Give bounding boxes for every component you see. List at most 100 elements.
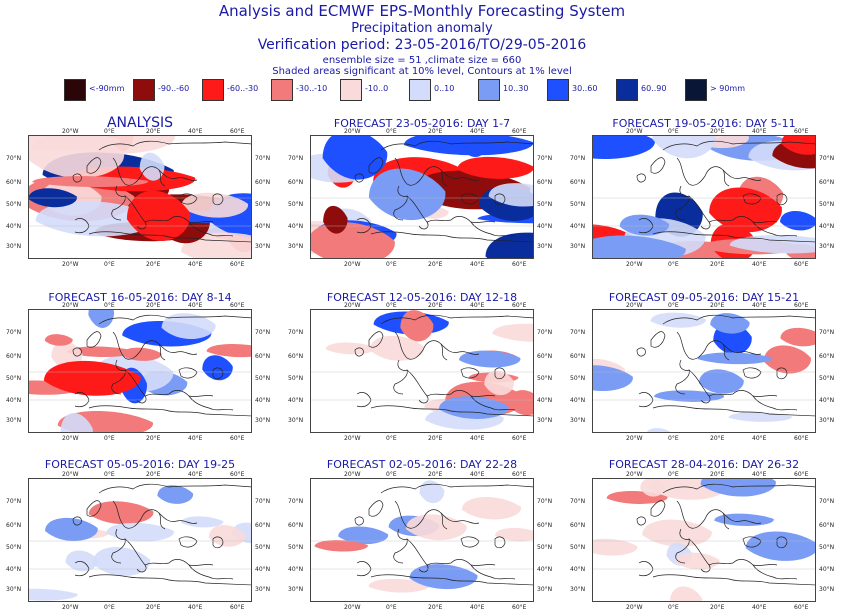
dry-anomaly-area [763, 345, 811, 374]
lon-tick-bottom: 60°E [794, 261, 809, 268]
lon-tick-top: 0°E [386, 302, 397, 309]
lon-tick-bottom: 40°E [752, 435, 767, 442]
coastline [212, 193, 224, 206]
wet-anomaly-area [459, 350, 521, 368]
lon-tick-top: 20°E [428, 471, 443, 478]
lat-tick-right: 50°N [537, 201, 553, 208]
lon-tick-top: 20°E [710, 128, 725, 135]
lat-tick-left: 70°N [288, 498, 304, 505]
wet-anomaly-area [60, 412, 93, 432]
lat-tick-right: 60°N [537, 522, 553, 529]
wet-anomaly-area [488, 183, 533, 207]
lat-tick-left: 30°N [288, 243, 304, 250]
lon-tick-bottom: 60°E [794, 604, 809, 611]
lon-tick-bottom: 0°E [668, 435, 679, 442]
lat-tick-left: 40°N [288, 566, 304, 573]
wet-anomaly-area [652, 136, 716, 159]
coastline [86, 500, 102, 517]
lat-tick-left: 50°N [570, 544, 586, 551]
coastline [662, 483, 815, 494]
lon-tick-bottom: 0°E [386, 261, 397, 268]
coastline [675, 528, 690, 564]
lat-tick-left: 40°N [6, 223, 22, 230]
coastline [188, 395, 234, 411]
coastline [380, 314, 533, 325]
coastline [212, 367, 224, 380]
lat-tick-right: 60°N [255, 522, 271, 529]
coastline [394, 331, 448, 361]
coastline [380, 140, 533, 151]
wet-anomaly-area [780, 211, 815, 231]
dry-anomaly-area [325, 342, 376, 355]
coastline [354, 173, 364, 183]
coastline [638, 392, 654, 408]
lon-tick-top: 60°E [794, 471, 809, 478]
dry-anomaly-area [461, 497, 522, 520]
lat-tick-right: 30°N [819, 243, 835, 250]
lon-tick-top: 40°E [188, 302, 203, 309]
panel-title: FORECAST 09-05-2016: DAY 15-21 [608, 291, 800, 304]
coastline [72, 516, 82, 526]
lon-tick-top: 20°E [710, 302, 725, 309]
subtitle: Precipitation anomaly [351, 21, 493, 36]
lat-tick-right: 40°N [537, 223, 553, 230]
precipitation-map [592, 135, 816, 259]
coastline [470, 395, 516, 411]
coastline [676, 331, 730, 361]
coastline [158, 512, 198, 524]
coastline [112, 500, 166, 530]
lat-tick-left: 60°N [570, 353, 586, 360]
lon-tick-top: 0°E [668, 302, 679, 309]
dry-anomaly-area [44, 334, 73, 346]
lon-tick-bottom: 20°W [626, 435, 643, 442]
lat-tick-right: 40°N [537, 397, 553, 404]
lon-tick-top: 20°E [428, 128, 443, 135]
lat-tick-left: 70°N [288, 329, 304, 336]
coastline [650, 500, 666, 517]
coastline [394, 500, 448, 530]
coastline [708, 390, 778, 397]
lat-tick-right: 30°N [537, 243, 553, 250]
lon-tick-bottom: 40°E [188, 604, 203, 611]
main-title: Analysis and ECMWF EPS-Monthly Forecasti… [218, 2, 626, 20]
lat-tick-right: 70°N [537, 329, 553, 336]
lon-tick-bottom: 20°E [146, 604, 161, 611]
coastline [638, 561, 654, 577]
dry-anomaly-area [593, 538, 638, 556]
coastline [111, 528, 126, 564]
wet-anomaly-area [460, 136, 488, 157]
wet-anomaly-area [157, 485, 194, 504]
lon-tick-top: 0°E [104, 302, 115, 309]
coastline [494, 367, 506, 380]
lon-tick-top: 60°E [230, 471, 245, 478]
coastline [636, 347, 646, 357]
dry-anomaly-area [32, 176, 149, 187]
significance-note: Shaded areas significant at 10% level, C… [272, 66, 572, 77]
coastline [356, 561, 372, 577]
lon-tick-bottom: 60°E [512, 604, 527, 611]
coastline [98, 140, 251, 151]
dry-anomaly-area [675, 552, 720, 570]
lon-tick-top: 20°W [344, 128, 361, 135]
wet-anomaly-area [700, 479, 776, 497]
lon-tick-bottom: 0°E [668, 261, 679, 268]
coastline [708, 216, 778, 223]
lat-tick-left: 30°N [570, 417, 586, 424]
coastline [354, 516, 364, 526]
precipitation-map [28, 478, 252, 602]
panel-title: FORECAST 12-05-2016: DAY 12-18 [326, 291, 518, 304]
lon-tick-bottom: 40°E [188, 435, 203, 442]
coastline [652, 574, 815, 586]
lat-tick-right: 30°N [819, 417, 835, 424]
lon-tick-top: 60°E [794, 302, 809, 309]
lat-tick-left: 30°N [570, 586, 586, 593]
wet-anomaly-area [485, 232, 533, 258]
lon-tick-bottom: 20°E [710, 435, 725, 442]
map-canvas [311, 136, 533, 258]
lat-tick-left: 60°N [570, 522, 586, 529]
coastline [752, 564, 798, 580]
lat-tick-right: 60°N [537, 179, 553, 186]
coastline [393, 359, 408, 395]
lat-tick-right: 60°N [255, 179, 271, 186]
lon-tick-bottom: 40°E [470, 261, 485, 268]
